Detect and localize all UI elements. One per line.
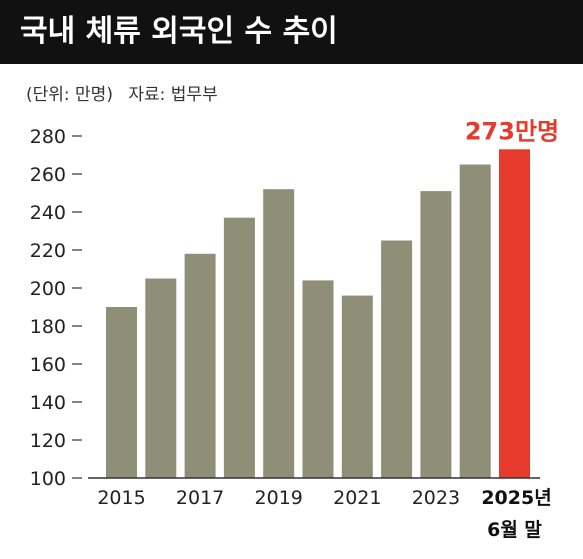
- bar: [106, 307, 137, 478]
- chart-title: 국내 체류 외국인 수 추이: [20, 14, 338, 49]
- bar-highlight: [499, 149, 530, 479]
- bar: [145, 278, 177, 478]
- y-tick-label: 220: [30, 240, 66, 262]
- y-tick-label: 240: [30, 202, 66, 224]
- y-tick-label: 200: [30, 278, 66, 300]
- y-tick-label: 280: [30, 126, 66, 148]
- chart-notes: (단위: 만명) 자료: 법무부: [26, 80, 228, 105]
- y-tick-label: 260: [30, 164, 66, 186]
- x-tick-sublabel: 6월 말: [487, 519, 542, 541]
- y-tick-label: 100: [30, 468, 66, 490]
- bar: [381, 240, 413, 478]
- bar: [263, 189, 295, 478]
- bar: [184, 253, 216, 478]
- y-tick-label: 160: [30, 354, 66, 376]
- unit-note: (단위: 만명): [26, 85, 113, 105]
- x-tick-label: 2025년: [481, 487, 551, 509]
- x-tick-label: 2019: [255, 487, 303, 509]
- data-label: 273만명: [465, 117, 559, 145]
- bar: [459, 164, 491, 478]
- bar: [420, 191, 452, 478]
- title-bar: 국내 체류 외국인 수 추이: [0, 0, 583, 64]
- bar: [302, 280, 334, 478]
- bar: [223, 217, 255, 478]
- x-tick-label: 2023: [412, 487, 460, 509]
- x-tick-label: 2015: [97, 487, 145, 509]
- x-tick-label: 2017: [176, 487, 224, 509]
- x-tick-label: 2021: [333, 487, 381, 509]
- bar: [341, 295, 373, 478]
- y-tick-label: 180: [30, 316, 66, 338]
- y-tick-label: 140: [30, 392, 66, 414]
- source-note: 자료: 법무부: [128, 85, 218, 105]
- y-tick-label: 120: [30, 430, 66, 452]
